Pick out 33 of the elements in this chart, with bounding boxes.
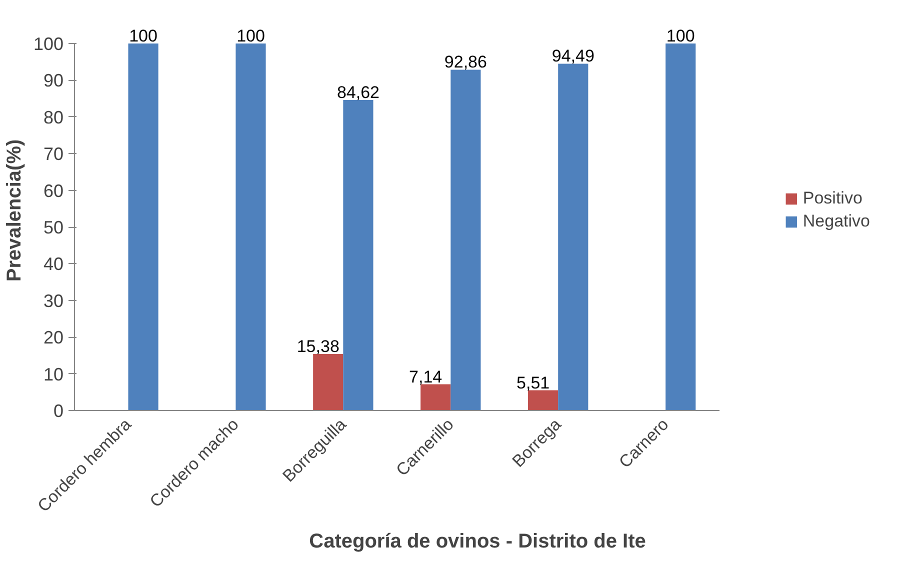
bar	[343, 100, 374, 410]
data-label: 84,62	[336, 82, 380, 102]
y-tick-label: 0	[53, 401, 64, 421]
bar	[128, 44, 158, 410]
data-label: 100	[236, 26, 265, 46]
y-axis-title: Prevalencia(%)	[3, 139, 26, 282]
data-label: 100	[666, 26, 695, 46]
bar	[420, 384, 451, 410]
bar	[313, 354, 344, 410]
data-label: 7,14	[409, 367, 442, 386]
legend-label: Negativo	[802, 212, 870, 232]
data-label: 100	[129, 26, 158, 46]
data-label: 15,38	[296, 337, 340, 356]
bar	[528, 390, 558, 410]
y-tick-label: 20	[43, 328, 64, 348]
y-tick-label: 10	[43, 364, 64, 384]
data-label: 92,86	[444, 52, 487, 72]
y-tick-label: 50	[43, 218, 64, 238]
data-label: 94,49	[552, 46, 594, 66]
bar	[450, 70, 481, 410]
y-tick-label: 70	[43, 144, 64, 164]
y-tick-label: 30	[43, 290, 64, 311]
y-tick-label: 100	[33, 34, 64, 54]
bar	[236, 44, 266, 410]
legend-label: Positivo	[802, 188, 862, 208]
y-tick-label: 60	[43, 180, 64, 201]
x-axis-title: Categoría de ovinos - Distrito de Ite	[309, 530, 646, 552]
bar	[558, 64, 588, 410]
data-label: 5,51	[516, 373, 550, 392]
y-tick-label: 80	[43, 107, 64, 128]
bar	[666, 44, 696, 410]
y-tick-label: 90	[43, 70, 64, 91]
y-tick-label: 40	[43, 254, 64, 274]
